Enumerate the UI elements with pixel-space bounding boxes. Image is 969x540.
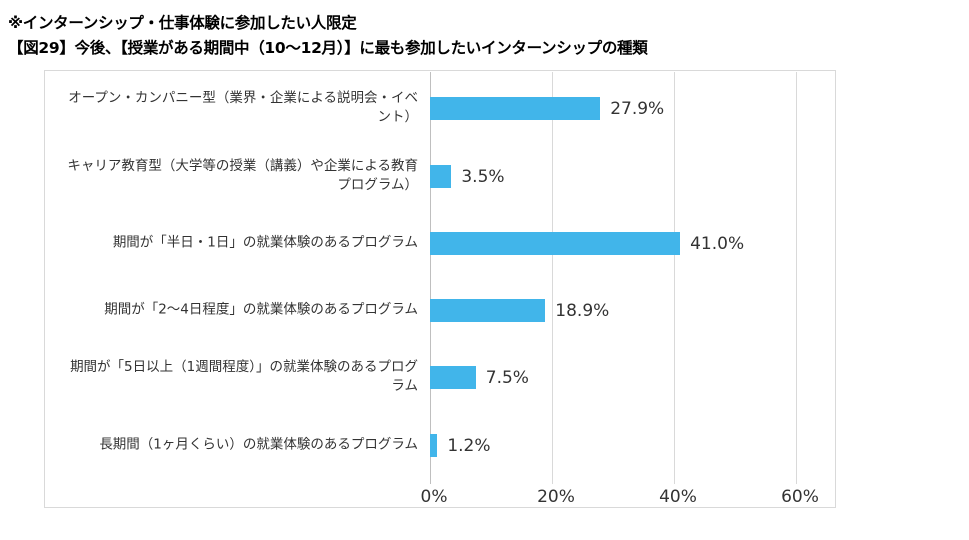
category-label: 長期間（1ヶ月くらい）の就業体験のあるプログラム xyxy=(99,436,418,453)
category-label: キャリア教育型（大学等の授業（講義）や企業による教育プログラム） xyxy=(67,158,418,193)
value-label: 18.9% xyxy=(555,301,610,321)
x-tick-label: 40% xyxy=(659,487,697,507)
x-tick-label: 20% xyxy=(537,487,575,507)
x-tick-label: 60% xyxy=(781,487,819,507)
chart-note: ※インターンシップ・仕事体験に参加したい人限定 xyxy=(8,14,357,32)
bar xyxy=(430,96,601,120)
bar xyxy=(430,164,452,188)
category-label: オープン・カンパニー型（業界・企業による説明会・イベント） xyxy=(68,90,418,125)
gridline xyxy=(796,72,797,484)
category-label: 期間が「2～4日程度」の就業体験のあるプログラム xyxy=(104,301,418,318)
chart-title: 【図29】今後、【授業がある期間中（10～12月）】に最も参加したいインターンシ… xyxy=(8,39,648,57)
value-label: 27.9% xyxy=(610,99,665,119)
gridline xyxy=(430,72,431,484)
bar xyxy=(430,231,681,255)
value-label: 3.5% xyxy=(461,167,505,187)
bar xyxy=(430,298,546,322)
value-label: 1.2% xyxy=(447,436,491,456)
category-label: 期間が「半日・1日」の就業体験のあるプログラム xyxy=(112,234,418,251)
bar xyxy=(430,433,438,457)
bar xyxy=(430,365,476,389)
value-label: 41.0% xyxy=(690,234,745,254)
category-label: 期間が「5日以上（1週間程度）」の就業体験のあるプログラム xyxy=(70,359,418,394)
chart-frame xyxy=(44,70,836,508)
gridline xyxy=(552,72,553,484)
gridline xyxy=(674,72,675,484)
value-label: 7.5% xyxy=(485,368,529,388)
x-tick-label: 0% xyxy=(420,487,448,507)
